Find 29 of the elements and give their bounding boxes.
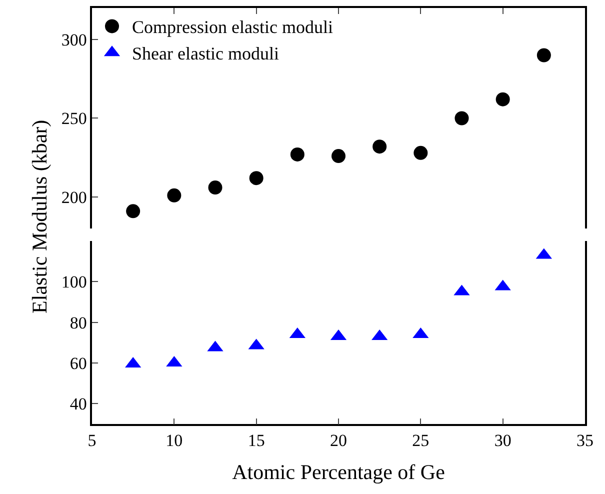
y-axis-title: Elastic Modulus (kbar) [27,120,52,314]
y-tick-label: 100 [61,272,87,292]
y-tick-label: 40 [70,394,87,414]
y-tick-label: 200 [61,188,87,207]
y-tick-label: 250 [61,109,87,128]
x-tick-label: 15 [248,431,265,450]
x-tick-label: 30 [494,431,512,450]
point [290,147,304,162]
point [167,188,182,202]
point [126,204,140,218]
point [372,140,387,154]
point [208,180,222,195]
x-tick-label: 20 [330,431,347,450]
point [496,92,510,106]
x-tick-label: 35 [576,431,594,450]
point [249,171,264,186]
x-tick-label: 10 [166,431,183,450]
x-tick-label: 25 [412,431,430,450]
legend-label: Compression elastic moduli [132,17,333,38]
x-axis-title: Atomic Percentage of Ge [232,460,445,484]
point [414,146,428,160]
legend-label: Shear elastic moduli [132,44,279,64]
y-tick-label: 60 [70,354,87,373]
point [332,149,346,164]
y-tick-label: 300 [61,30,87,50]
point [454,111,469,126]
point [536,48,551,62]
y-tick-label: 80 [70,313,87,332]
x-tick-label: 5 [88,431,96,450]
